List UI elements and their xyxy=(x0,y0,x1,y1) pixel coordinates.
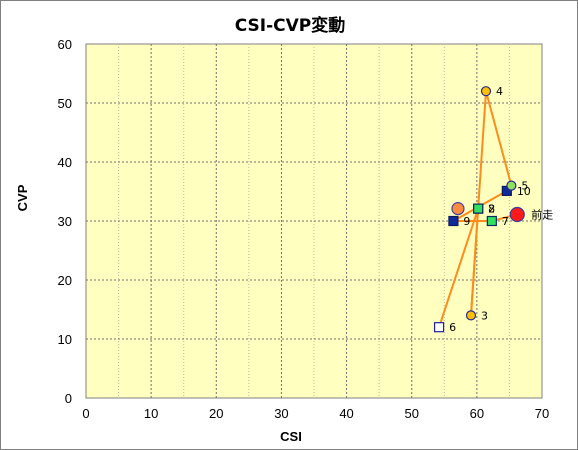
data-label: 9 xyxy=(463,215,470,228)
x-axis-label: CSI xyxy=(280,429,302,444)
x-tick-label: 30 xyxy=(274,406,288,421)
data-label: 5 xyxy=(521,180,528,193)
path-segment xyxy=(438,208,480,328)
y-tick-label: 20 xyxy=(58,273,72,288)
y-tick-label: 30 xyxy=(58,214,72,229)
data-point-前走 xyxy=(509,206,525,223)
y-tick-label: 0 xyxy=(65,391,72,406)
tick-labels: 0 10 20 30 40 50 60 70 0 10 20 30 40 50 60 xyxy=(58,37,550,421)
x-tick-label: 0 xyxy=(82,406,89,421)
data-point-5 xyxy=(506,180,517,191)
data-point-9 xyxy=(448,215,459,227)
x-tick-label: 20 xyxy=(209,406,223,421)
data-label: 4 xyxy=(496,85,503,98)
path-segment xyxy=(469,208,480,316)
data-label: 6 xyxy=(449,321,456,334)
x-tick-label: 40 xyxy=(339,406,353,421)
data-point-7 xyxy=(486,215,497,227)
data-label: 7 xyxy=(502,215,509,228)
y-tick-label: 60 xyxy=(58,37,72,52)
x-tick-label: 60 xyxy=(470,406,484,421)
y-tick-label: 40 xyxy=(58,155,72,170)
y-axis-label: CVP xyxy=(15,184,30,211)
data-label: 前走 xyxy=(531,208,553,222)
data-markers xyxy=(433,86,525,333)
data-point-6 xyxy=(433,322,445,333)
data-point-4 xyxy=(480,86,492,97)
x-tick-label: 70 xyxy=(535,406,549,421)
data-label: 10 xyxy=(517,185,531,198)
data-labels: 前走 2 3 4 5 6 78 9 10 xyxy=(449,85,553,334)
y-tick-label: 10 xyxy=(58,332,72,347)
path-segment xyxy=(485,90,513,186)
data-label: 3 xyxy=(481,309,488,322)
data-label: 2 xyxy=(488,203,495,216)
x-tick-label: 50 xyxy=(404,406,418,421)
data-label: 8 xyxy=(488,203,495,216)
y-tick-label: 50 xyxy=(58,96,72,111)
chart-title: CSI-CVP変動 xyxy=(235,15,346,36)
data-point-unlabeled xyxy=(451,202,465,216)
x-tick-label: 10 xyxy=(144,406,158,421)
data-point-2 xyxy=(473,203,484,214)
data-point-3 xyxy=(465,310,477,321)
